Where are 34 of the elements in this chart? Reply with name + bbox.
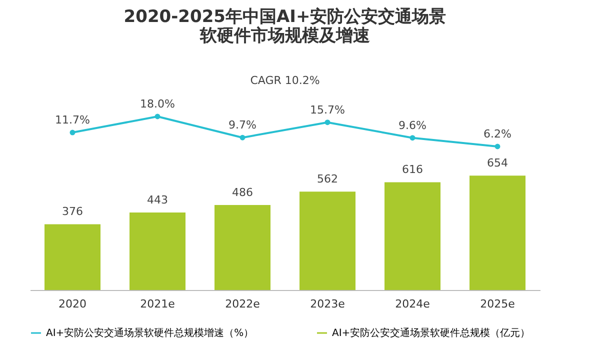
text: CAGR 10.2% — [250, 74, 320, 87]
bar — [470, 176, 526, 290]
data-label: 18.0% — [140, 98, 175, 110]
legend-label: AI+安防公安交通场景软硬件总规模增速（%） — [46, 327, 254, 339]
data-label: 654 — [487, 156, 508, 170]
bar — [300, 192, 356, 290]
data-label: 376 — [62, 205, 83, 218]
bar — [44, 224, 100, 290]
bar — [130, 212, 186, 290]
x-tick-label: 2025e — [480, 298, 516, 310]
data-label: 616 — [402, 163, 423, 176]
x-tick-label: 2023e — [310, 298, 346, 310]
legend-label: AI+安防公安交通场景软硬件总规模（亿元） — [332, 327, 530, 339]
x-tick-label: 2022e — [225, 298, 260, 310]
data-label: 486 — [232, 186, 253, 199]
bar — [214, 204, 270, 290]
data-label: 443 — [147, 194, 168, 207]
point — [324, 120, 330, 126]
data-label: 9.6% — [398, 118, 426, 132]
data-label: 6.2% — [484, 128, 512, 140]
x-tick-label: 2021e — [140, 298, 176, 310]
x-tick-label: 2024e — [395, 298, 430, 310]
point — [154, 114, 160, 120]
x-tick-label: 2020 — [58, 298, 86, 310]
data-label: 15.7% — [310, 103, 345, 116]
point — [410, 135, 416, 141]
point — [70, 130, 76, 136]
data-label: 9.7% — [228, 118, 256, 132]
point — [240, 134, 246, 140]
bar — [384, 182, 440, 290]
data-label: 562 — [317, 172, 338, 186]
data-label: 11.7% — [55, 114, 90, 127]
point — [494, 144, 500, 150]
chart-title: 2020-2025年中国AI+安防公安交通场景软硬件市场规模及增速 — [124, 7, 446, 46]
